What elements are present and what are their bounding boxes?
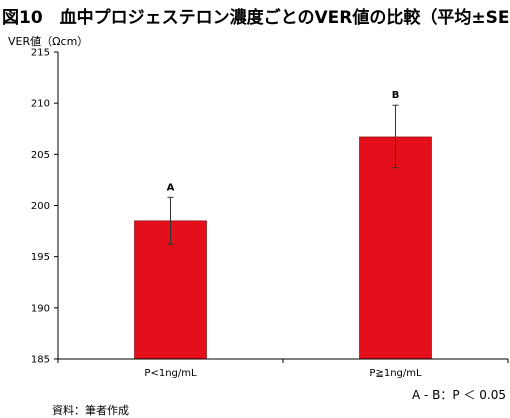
- category-label-1: P<1ng/mL: [144, 368, 197, 379]
- y-tick-label-190: 190: [31, 303, 50, 314]
- y-tick-label-195: 195: [31, 252, 50, 263]
- source-note: 資料：筆者作成: [52, 404, 129, 417]
- bar-2: [359, 136, 432, 360]
- y-axis-label: VER値（Ωcm）: [8, 35, 89, 48]
- category-label-2: P≧1ng/mL: [369, 368, 422, 379]
- data-label-1: A: [167, 182, 175, 193]
- y-tick-label-185: 185: [31, 355, 50, 366]
- y-tick-label-200: 200: [31, 201, 50, 212]
- data-label-2: B: [392, 90, 400, 101]
- axes-layer: [54, 51, 509, 363]
- y-tick-label-210: 210: [31, 99, 50, 110]
- significance-note: A - B：P ＜ 0.05: [412, 388, 506, 402]
- bars-layer: [134, 104, 432, 360]
- chart-title: 図10 血中プロジェステロン濃度ごとのVER値の比較（平均±SE): [2, 8, 510, 28]
- y-tick-label-215: 215: [31, 48, 50, 59]
- labels-layer: A P<1ng/mL B P≧1ng/mL 185 190 195 200 205 210 215: [31, 48, 422, 380]
- y-tick-label-205: 205: [31, 150, 50, 161]
